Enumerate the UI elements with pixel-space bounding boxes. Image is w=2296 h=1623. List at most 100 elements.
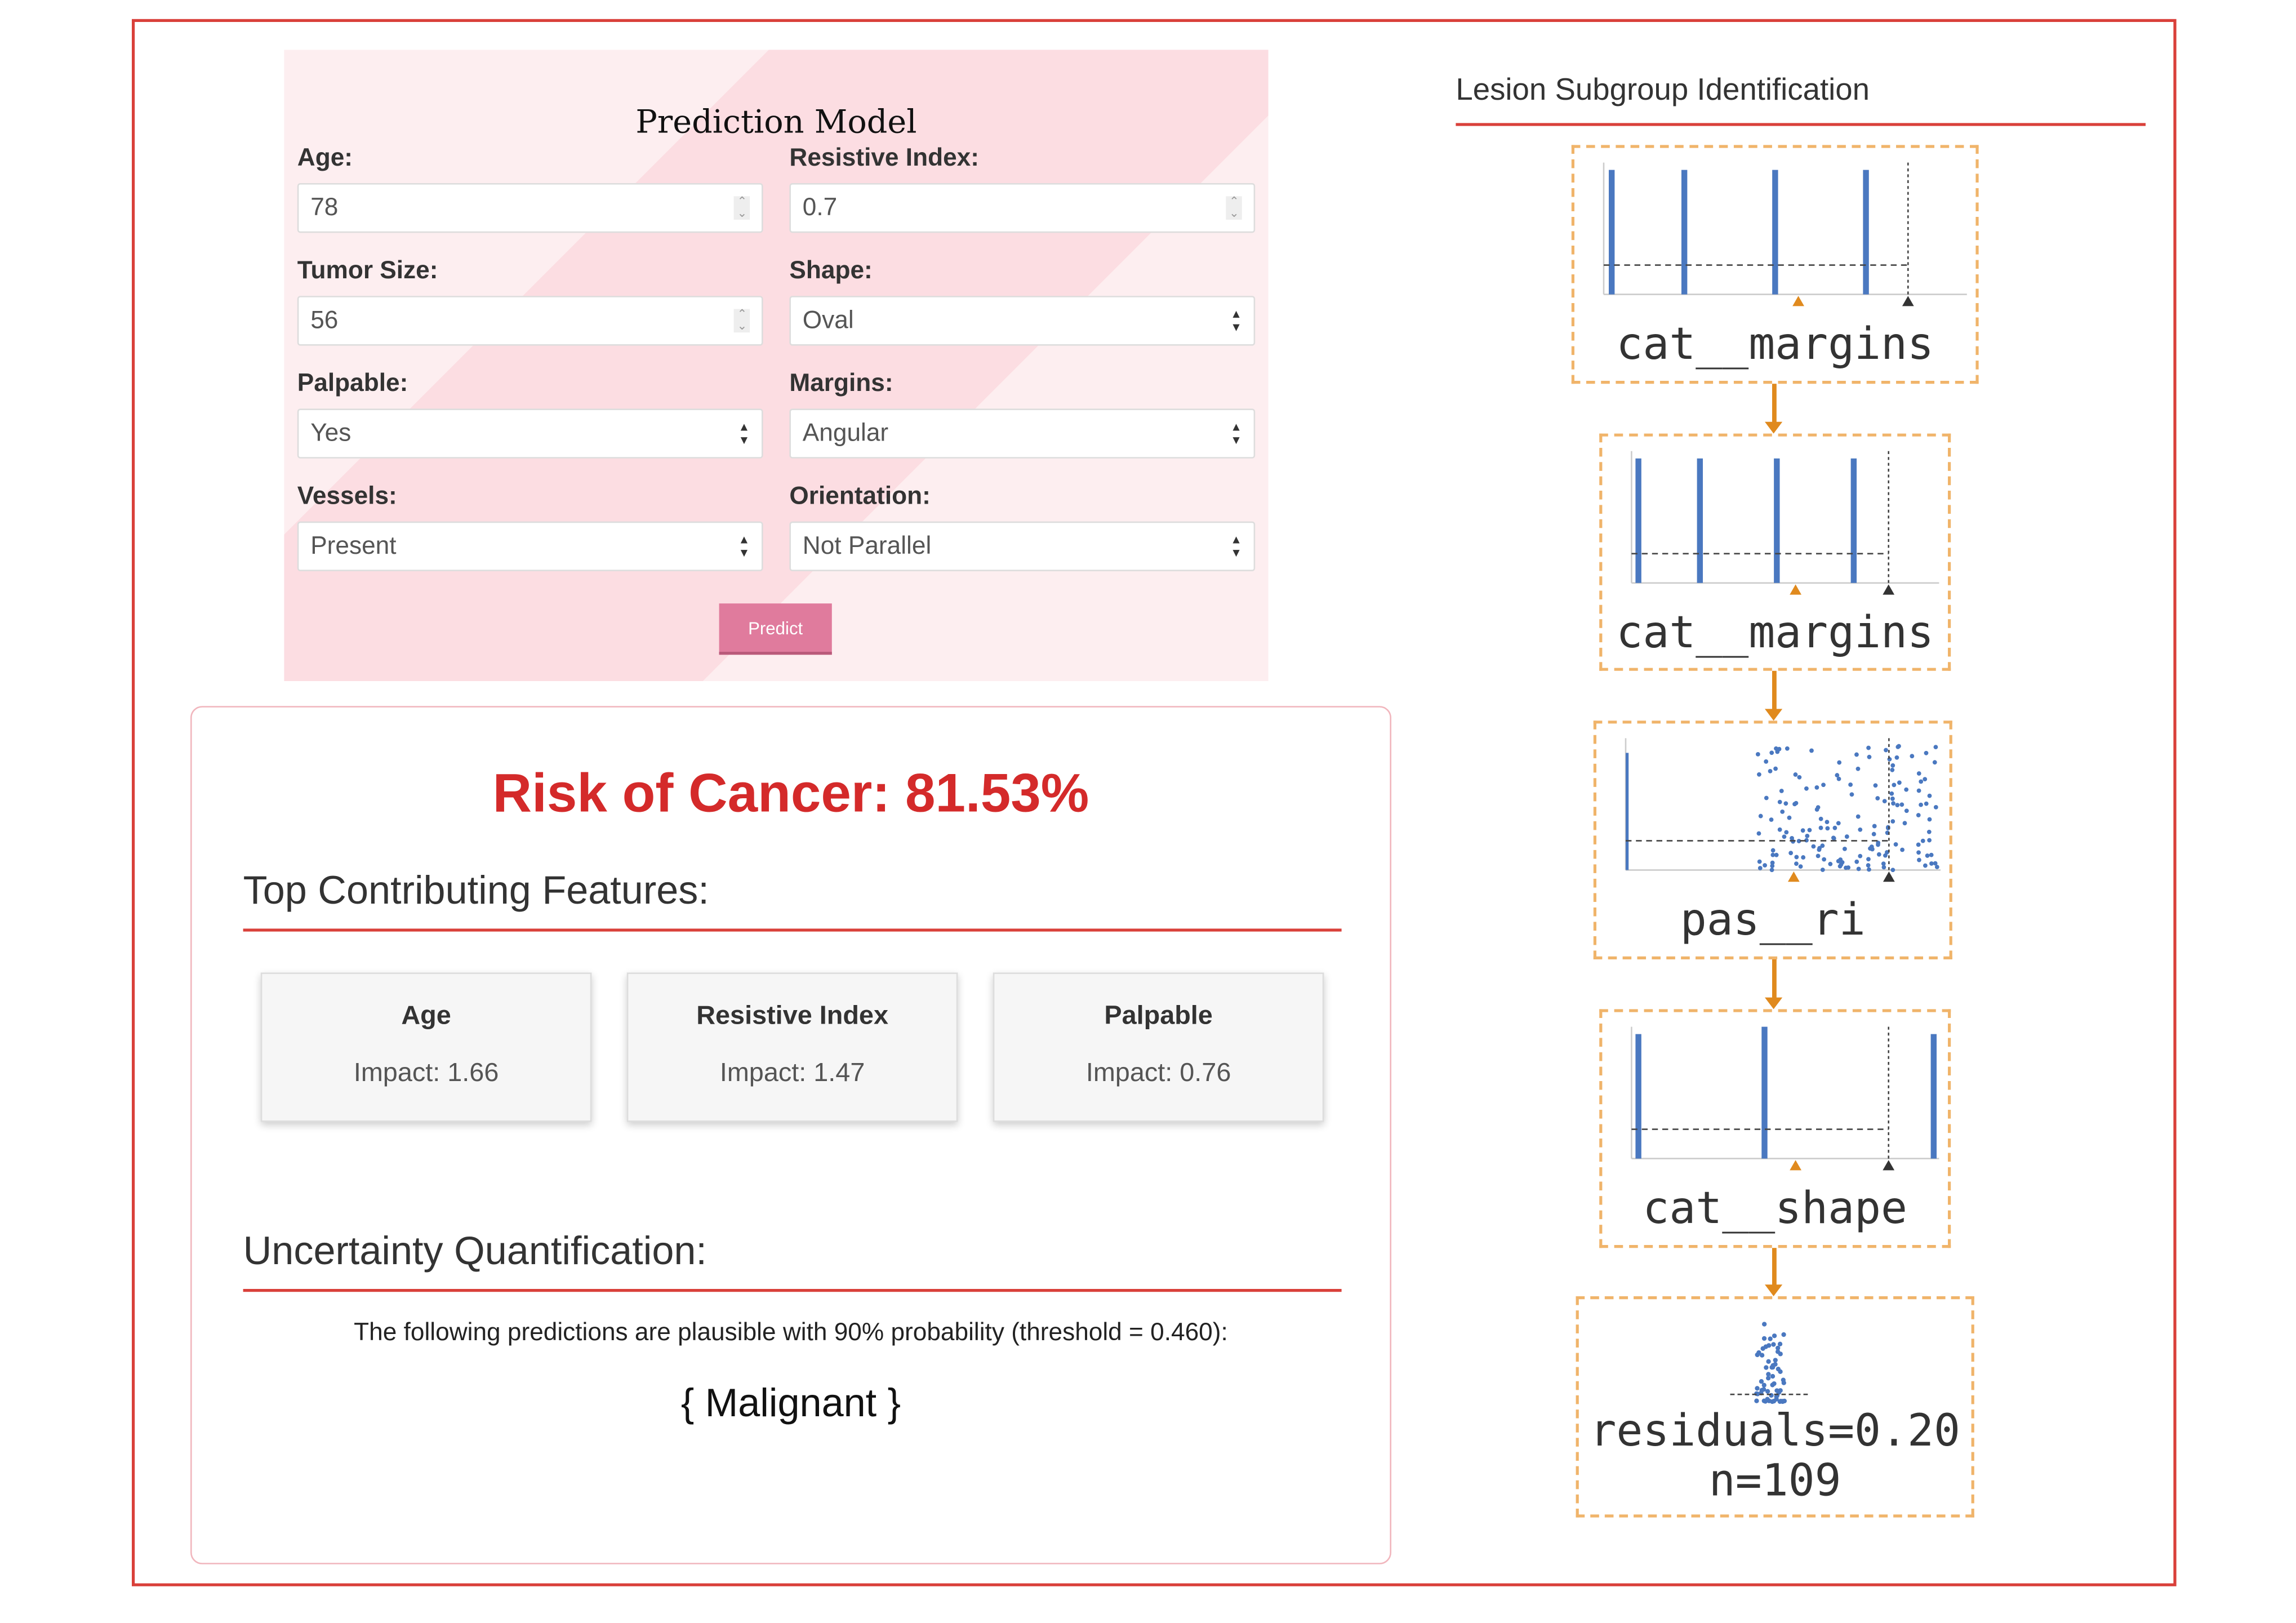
select-caret-icon: ▲ ▼ [1230,308,1242,334]
field-label: Resistive Index: [789,143,979,172]
data-point [1770,1382,1775,1388]
data-point [1820,868,1825,872]
data-point [1781,1380,1786,1385]
data-point [1904,787,1909,792]
data-point [1814,807,1819,812]
feature-card: Palpable Impact: 0.76 [993,972,1324,1122]
data-point [1764,759,1769,764]
data-point [1882,799,1887,804]
number-input[interactable]: 78 ⌃ ⌄ [297,183,763,233]
data-point [1890,767,1895,772]
data-point [1866,863,1871,868]
select-dropdown[interactable]: Oval ▲ ▼ [789,296,1256,346]
data-point [1770,864,1775,869]
data-point [1769,750,1774,755]
data-point [1764,1365,1769,1370]
select-dropdown[interactable]: Not Parallel ▲ ▼ [789,521,1256,571]
data-point [1794,861,1799,866]
data-point [1773,766,1778,771]
data-point [1916,842,1921,847]
data-point [1895,803,1900,808]
data-point [1934,865,1939,869]
data-column [1863,170,1869,295]
data-point [1756,831,1761,836]
tree-node: cat__margins [1571,145,1979,384]
data-point [1782,834,1787,839]
data-point [1755,752,1760,757]
data-point [1883,853,1888,858]
data-point [1769,1365,1774,1370]
data-point [1759,1353,1765,1358]
data-point [1832,825,1837,830]
select-caret-icon: ▲ ▼ [738,420,750,447]
data-point [1770,860,1775,865]
data-point [1767,1343,1772,1348]
spinner-icon[interactable]: ⌃ ⌄ [734,195,750,220]
data-point [1856,766,1861,771]
data-point [1858,853,1863,859]
number-input[interactable]: 56 ⌃ ⌄ [297,296,763,346]
predict-button[interactable]: Predict [719,603,832,655]
data-point [1924,750,1929,755]
data-point [1763,863,1767,868]
split-marker [1790,584,1801,595]
data-column [1635,1034,1641,1159]
data-point [1777,799,1782,804]
data-point [1757,866,1763,870]
data-point [1809,748,1814,753]
field-value: 0.7 [802,193,838,221]
data-point [1755,1386,1760,1391]
data-point [1787,815,1792,820]
data-column [1761,1026,1768,1159]
data-point [1754,1398,1759,1403]
data-point [1778,1369,1783,1375]
data-point [1797,775,1802,780]
field-tumor-size: Tumor Size: 56 ⌃ ⌄ [297,256,763,346]
data-point [1926,829,1932,834]
data-point [1929,852,1934,857]
data-point [1785,746,1790,751]
data-point [1873,783,1878,788]
data-point [1919,802,1923,807]
data-column [1697,458,1703,583]
field-palpable: Palpable: Yes ▲ ▼ [297,369,763,459]
prediction-set: { Malignant } [680,1381,901,1425]
data-point [1781,1332,1786,1337]
split-marker [1790,1160,1801,1171]
field-shape: Shape: Oval ▲ ▼ [789,256,1256,346]
form-title: Prediction Model [635,104,917,141]
spinner-icon[interactable]: ⌃ ⌄ [734,308,750,333]
select-dropdown[interactable]: Present ▲ ▼ [297,521,763,571]
feature-card: Resistive Index Impact: 1.47 [626,972,958,1122]
data-point [1900,847,1905,852]
split-marker [1792,296,1804,306]
leaf-residuals: residuals=0.20 [1590,1406,1960,1457]
data-point [1899,802,1905,807]
feature-card: Age Impact: 1.66 [260,972,592,1122]
tree-edge-arrow [1765,670,1783,721]
data-point [1780,809,1785,814]
select-caret-icon: ▲ ▼ [738,533,750,560]
prediction-form: Prediction Model Age: 78 ⌃ ⌄ Resistive Index… [284,50,1269,681]
node-plot [1603,162,1967,306]
node-plot [1631,451,1939,595]
tree-edge-arrow [1765,1248,1783,1296]
data-point [1929,861,1934,866]
value-marker [1883,584,1895,595]
number-input[interactable]: 0.7 ⌃ ⌄ [789,183,1256,233]
spinner-icon[interactable]: ⌃ ⌄ [1226,195,1242,220]
tree-node: pas__ri [1593,721,1952,959]
data-point [1866,857,1871,862]
data-point [1770,852,1776,857]
select-dropdown[interactable]: Angular ▲ ▼ [789,408,1256,459]
data-point [1771,1398,1777,1404]
feature-impact: Impact: 0.76 [1085,1057,1231,1087]
data-point [1904,808,1909,813]
data-point [1825,820,1830,825]
data-point [1761,1382,1767,1388]
data-point [1792,802,1797,807]
data-point [1825,826,1830,831]
data-point [1778,1351,1783,1357]
select-dropdown[interactable]: Yes ▲ ▼ [297,408,763,459]
data-point [1818,816,1823,821]
